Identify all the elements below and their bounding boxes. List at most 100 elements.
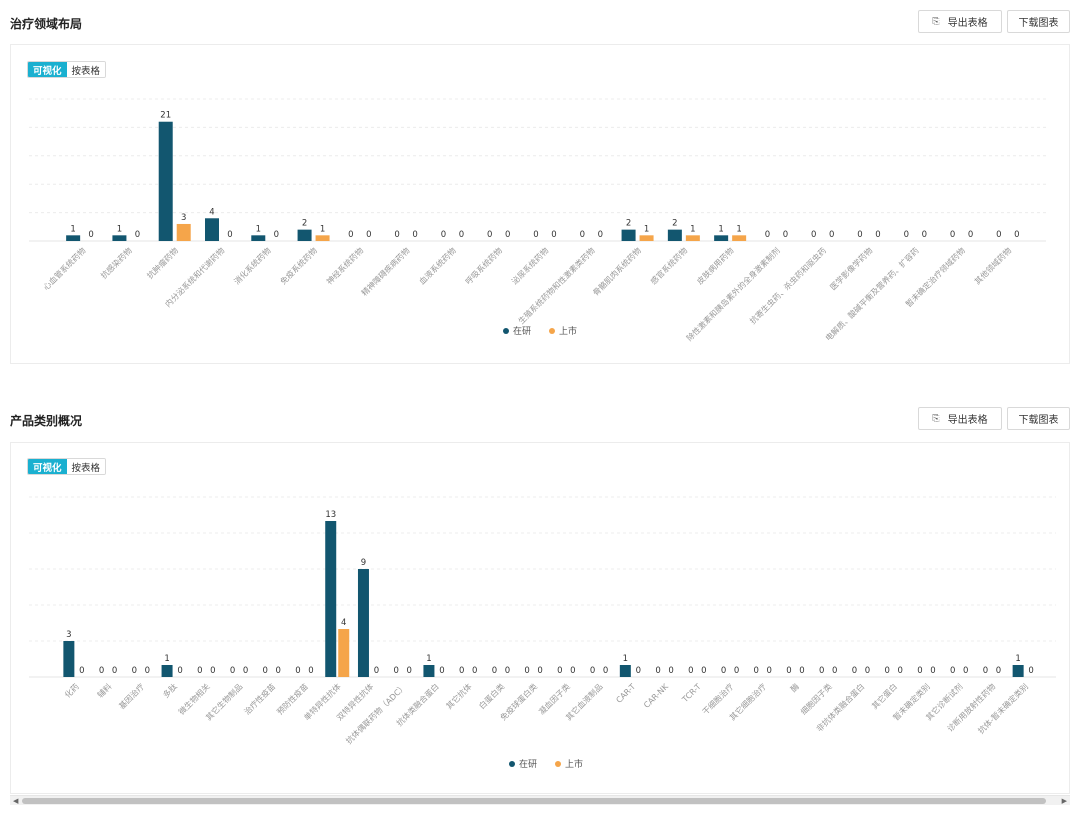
data-label: 0	[734, 666, 739, 676]
data-label: 0	[393, 666, 398, 676]
data-label: 0	[112, 666, 117, 676]
export-table-button[interactable]: ⎘ 导出表格	[918, 10, 1002, 33]
data-label: 0	[227, 230, 232, 240]
category-tick-label: 抗感染药物	[98, 245, 133, 280]
category-tick-label: 微生物相关	[176, 681, 211, 716]
data-label: 1	[256, 224, 261, 234]
data-label: 0	[79, 666, 84, 676]
data-label: 4	[209, 207, 214, 217]
category-tick-label: 凝血因子类	[536, 681, 571, 716]
data-label: 21	[160, 111, 171, 121]
bar-in-research	[297, 229, 312, 241]
data-label: 0	[875, 230, 880, 240]
bar-in-research	[325, 521, 337, 677]
data-label: 0	[968, 230, 973, 240]
section-title-therapeutic-areas: 治疗领域布局	[10, 17, 83, 31]
tab-table[interactable]: 按表格	[66, 62, 106, 77]
data-label: 3	[181, 213, 186, 223]
data-label: 0	[897, 666, 902, 676]
category-tick-label: 化药	[62, 681, 80, 699]
data-label: 0	[754, 666, 759, 676]
data-label: 0	[832, 666, 837, 676]
category-tick-label: 医学影像学药物	[828, 245, 875, 292]
data-label: 9	[361, 558, 366, 568]
category-tick-label: 抗肿瘤药物	[145, 245, 180, 280]
data-label: 0	[459, 230, 464, 240]
data-label: 0	[551, 230, 556, 240]
data-label: 0	[557, 666, 562, 676]
legend-item-marketed[interactable]: 上市	[549, 324, 577, 337]
legend: 在研 上市	[509, 757, 583, 770]
category-tick-label: 除性激素和胰岛素外的全身激素制剂	[684, 245, 782, 343]
legend-item-marketed[interactable]: 上市	[555, 757, 583, 770]
export-icon: ⎘	[932, 16, 940, 27]
data-label: 0	[917, 666, 922, 676]
data-label: 0	[996, 666, 1001, 676]
data-label: 0	[505, 666, 510, 676]
data-label: 0	[688, 666, 693, 676]
category-tick-label: 其它蛋白	[869, 681, 899, 711]
tab-table[interactable]: 按表格	[66, 459, 106, 474]
chart-panel-product-categories: 可视化 按表格 3 0 化药 0 0 辅料 0 0 基因治疗 1 0 多肽 0 0 微生物相关 0 0 其它生物制…	[10, 442, 1070, 794]
category-tick-label: CAR-T	[614, 682, 637, 705]
category-tick-label: 精神障碍疾病药物	[359, 245, 411, 297]
data-label: 0	[786, 666, 791, 676]
category-tick-label: 白蛋白类	[477, 681, 507, 711]
legend-dot-icon	[503, 327, 509, 334]
data-label: 0	[366, 230, 371, 240]
data-label: 4	[341, 618, 346, 628]
category-tick-label: 电解质、酸碱平衡及营养药、扩容药	[823, 245, 921, 343]
category-tick-label: 辅料	[95, 681, 113, 699]
download-chart-button[interactable]: 下载图表	[1007, 10, 1070, 33]
legend-label: 在研	[519, 760, 538, 770]
bar-marketed	[176, 223, 191, 241]
export-table-button[interactable]: ⎘ 导出表格	[918, 407, 1002, 430]
scrollbar-thumb[interactable]	[22, 798, 1046, 804]
tab-visual[interactable]: 可视化	[28, 459, 67, 474]
data-label: 0	[783, 230, 788, 240]
data-label: 0	[930, 666, 935, 676]
tab-visual[interactable]: 可视化	[28, 62, 67, 77]
download-chart-button[interactable]: 下载图表	[1007, 407, 1070, 430]
bar-in-research	[251, 235, 266, 241]
category-tick-label: 呼吸系统药物	[463, 245, 504, 286]
data-label: 0	[394, 230, 399, 240]
category-tick-label: 泌尿系统药物	[509, 245, 550, 286]
data-label: 0	[884, 666, 889, 676]
bar-marketed	[685, 235, 700, 241]
section-title-product-categories: 产品类别概况	[10, 414, 83, 428]
legend-item-in-research[interactable]: 在研	[503, 324, 531, 337]
bar-in-research	[66, 235, 81, 241]
bar-in-research	[621, 229, 636, 241]
category-tick-label: 基因治疗	[117, 681, 147, 711]
category-tick-label: 生殖系统药物和性激素类药物	[516, 245, 597, 326]
horizontal-scrollbar[interactable]: ◀ ▶	[10, 795, 1070, 805]
category-tick-label: 多肽	[161, 681, 179, 699]
bar-in-research	[714, 235, 729, 241]
data-label: 0	[811, 230, 816, 240]
scroll-right-icon[interactable]: ▶	[1061, 797, 1067, 805]
category-tick-label: TCR-T	[680, 682, 703, 705]
data-label: 0	[88, 230, 93, 240]
data-label: 0	[274, 230, 279, 240]
export-table-label: 导出表格	[947, 415, 988, 426]
legend-label: 上市	[559, 327, 578, 337]
data-label: 0	[537, 666, 542, 676]
data-label: 0	[701, 666, 706, 676]
view-toggle: 可视化 按表格	[27, 61, 107, 78]
data-label: 0	[441, 230, 446, 240]
data-label: 0	[655, 666, 660, 676]
data-label: 0	[950, 666, 955, 676]
scroll-left-icon[interactable]: ◀	[13, 797, 19, 805]
data-label: 0	[767, 666, 772, 676]
bar-marketed	[639, 235, 654, 241]
legend-item-in-research[interactable]: 在研	[509, 757, 537, 770]
data-label: 1	[1015, 654, 1020, 664]
data-label: 0	[492, 666, 497, 676]
data-label: 0	[533, 230, 538, 240]
data-label: 0	[636, 666, 641, 676]
bar-in-research	[161, 665, 173, 677]
data-label: 1	[426, 654, 431, 664]
data-label: 0	[439, 666, 444, 676]
